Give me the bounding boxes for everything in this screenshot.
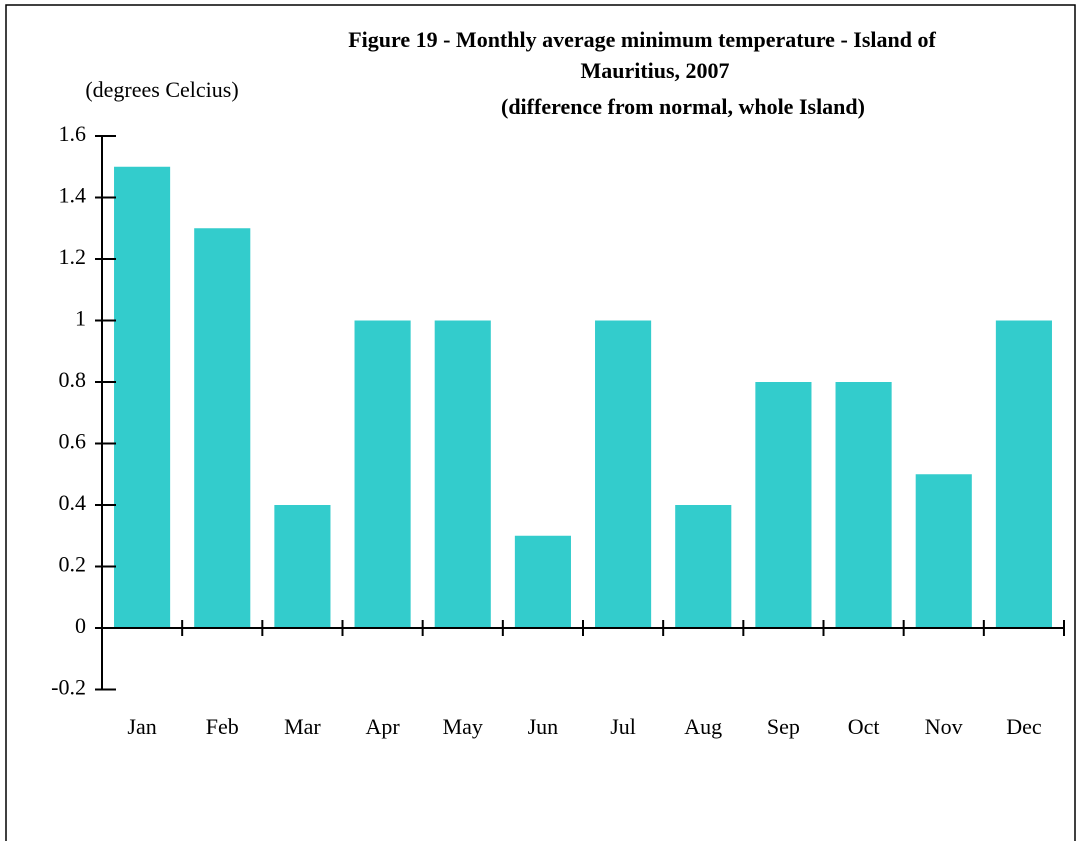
bar (755, 382, 812, 628)
bar (434, 320, 491, 628)
y-tick-label: 0.2 (59, 552, 87, 577)
x-tick-label: Jan (127, 714, 156, 739)
y-tick-label: 0.8 (59, 367, 87, 392)
x-tick-label: May (443, 714, 483, 739)
x-tick-label: Jun (528, 714, 559, 739)
x-tick-label: Oct (848, 714, 880, 739)
x-tick-label: Mar (284, 714, 321, 739)
x-tick-label: Jul (610, 714, 636, 739)
bar (675, 505, 732, 628)
x-tick-label: Nov (925, 714, 963, 739)
bar (595, 320, 652, 628)
bar (835, 382, 892, 628)
frame (5, 4, 1076, 841)
x-tick-label: Dec (1006, 714, 1042, 739)
y-axis-label: (degrees Celcius) (85, 77, 238, 102)
x-tick-label: Aug (684, 714, 722, 739)
y-tick-label: 1.4 (59, 183, 87, 208)
bar (274, 505, 331, 628)
y-tick-label: 0 (75, 613, 86, 638)
y-tick-label: 0.6 (59, 429, 87, 454)
bar (995, 320, 1052, 628)
x-tick-label: Feb (206, 714, 239, 739)
y-tick-label: 1.6 (59, 121, 87, 146)
bar (915, 474, 972, 628)
bar (354, 320, 411, 628)
bar (114, 166, 171, 628)
chart-subtitle: (difference from normal, whole Island) (501, 94, 865, 119)
chart-title-line: Figure 19 - Monthly average minimum temp… (348, 27, 936, 52)
x-tick-label: Sep (767, 714, 800, 739)
y-tick-label: 0.4 (59, 490, 87, 515)
chart-title-line: Mauritius, 2007 (580, 58, 729, 83)
x-tick-label: Apr (365, 714, 400, 739)
y-tick-label: -0.2 (51, 675, 86, 700)
bar (514, 535, 571, 628)
y-tick-label: 1.2 (59, 244, 87, 269)
bar (194, 228, 251, 628)
y-tick-label: 1 (75, 306, 86, 331)
